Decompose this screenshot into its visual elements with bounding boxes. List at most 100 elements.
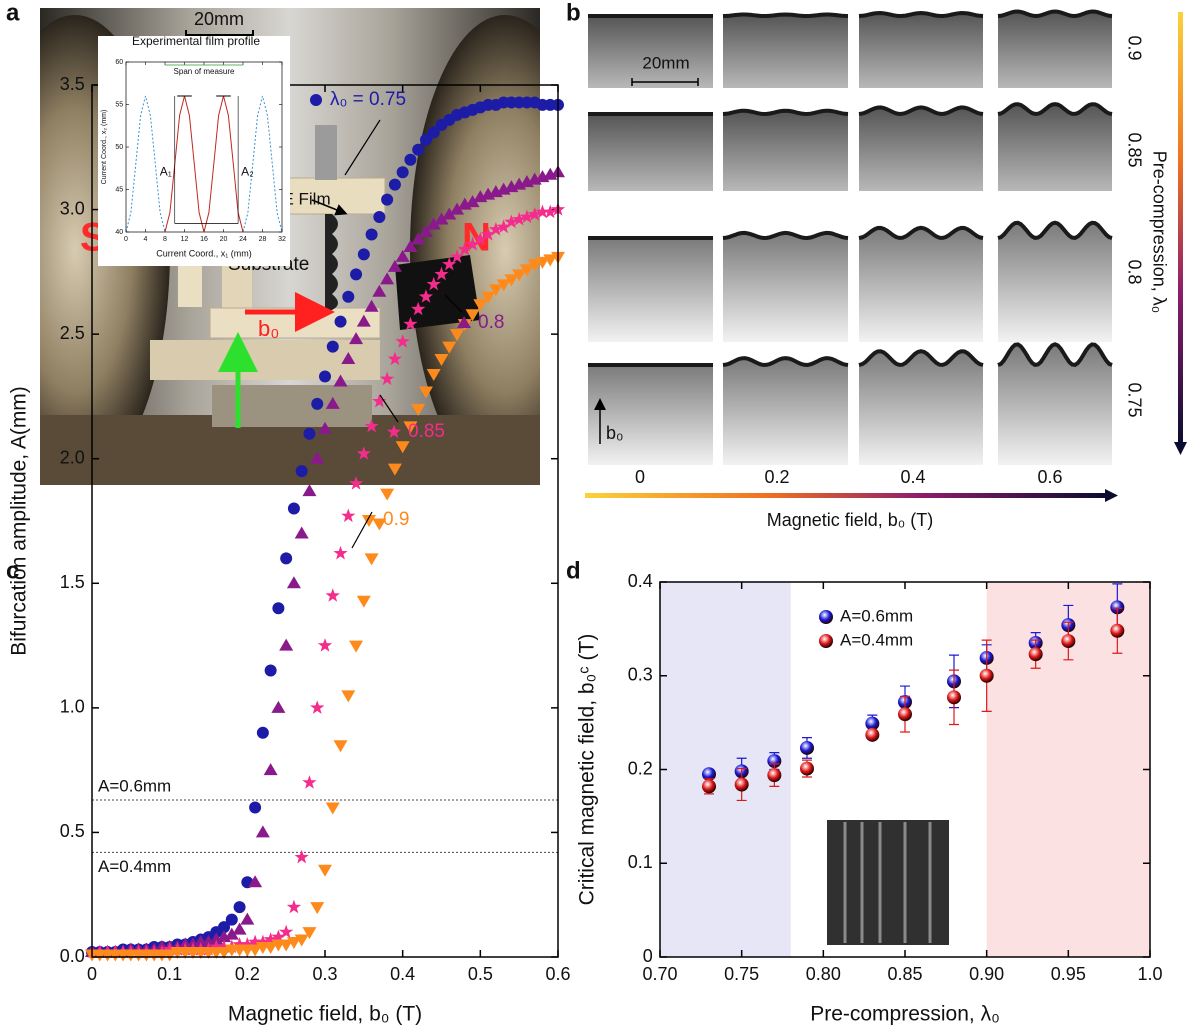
tile [859,351,983,465]
series-label: λ₀ = 0.75 [330,89,406,110]
marker [527,207,542,221]
scale-label: 20mm [194,9,244,29]
y-axis-title: Bifurcation amplitude, A(mm) [8,386,31,656]
row-label: 0.8 [1124,259,1144,284]
marker [311,397,324,410]
y-tick-label: 45 [115,186,123,193]
film-edge [858,225,984,240]
y-tick-label: 2.0 [60,447,85,467]
marker [325,588,340,602]
y-tick-label: 0.5 [60,821,85,841]
marker [302,484,317,497]
marker [317,638,333,652]
panel-label: c [6,557,19,584]
marker [543,254,558,267]
marker [162,949,177,962]
leader-line [344,119,381,176]
col-label: 0.2 [764,467,789,487]
marker [1110,600,1125,615]
mre-film [325,214,338,310]
marker [232,922,247,935]
marker [248,875,263,888]
marker [318,864,332,877]
marker [272,602,285,615]
marker [512,212,527,226]
marker [341,352,356,365]
marker [504,274,519,287]
marker [216,939,232,954]
marker [395,334,410,348]
marker [263,932,278,946]
annotation: A₂ [241,165,254,179]
fixture-base [150,340,380,380]
marker [387,259,402,272]
marker [395,249,410,262]
marker [411,232,426,245]
marker [310,94,322,106]
marker [395,441,410,454]
marker [488,284,503,297]
colorbar-arrow [1105,489,1118,502]
y-tick-label: 3.5 [60,74,85,94]
marker [217,947,232,960]
marker [341,690,356,703]
film-edge [722,356,849,368]
chart: 0.70 0.75 0.80 0.85 0.90 0.95 1.0 0 0.1 0.2 0.3 0.4… [566,557,1163,1025]
scale-bar [631,78,699,86]
film-edge [858,10,984,19]
marker [286,899,302,914]
marker [356,314,371,327]
marker [512,269,527,282]
marker [295,465,308,478]
col-label: 0.6 [1037,467,1062,487]
x-tick-label: 20 [220,236,228,243]
marker [702,779,716,794]
marker [372,284,387,297]
x-tick-label: 16 [200,236,208,243]
marker [1028,647,1043,662]
marker [356,595,371,608]
probe [395,255,480,330]
marker [465,309,480,322]
marker [279,638,294,651]
x-tick-label: 32 [278,236,286,243]
marker [286,576,301,589]
marker [457,316,471,328]
chart: 0 0.1 0.2 0.3 0.4 0.5 0.6 0.0 0.5 1.0 1.5 2.0 2.5 3.0… [6,74,571,1026]
film-edge [722,108,849,117]
tile [588,238,713,342]
photo-grid [588,9,1113,465]
marker [767,754,782,769]
marker [496,219,511,234]
tile [588,365,713,465]
series-label: 0.85 [408,421,445,442]
marker [418,224,433,237]
marker [356,446,371,460]
marker [162,942,177,956]
marker [412,143,425,156]
annotation: Span of measure [174,67,235,76]
marker [527,259,542,272]
marker [364,553,379,566]
y-tick-label: 55 [115,101,123,108]
bolt [315,125,337,180]
marker [280,552,293,565]
marker [380,371,395,386]
marker [373,211,386,224]
film-pointer [311,199,348,216]
marker [310,902,325,915]
marker [248,934,263,949]
marker [294,849,309,864]
row-label: 0.9 [1124,35,1144,60]
tile [998,104,1112,191]
tile [588,114,713,191]
marker [326,340,339,353]
x-tick-label: 0.95 [1051,964,1086,984]
marker [255,825,270,838]
marker [249,801,262,814]
marker [380,488,395,501]
tile [998,344,1112,465]
tile [723,110,848,191]
chart: 0 4 8 12 16 20 24 28 32 40 45 50 55 60 Experimental fi… [98,34,290,266]
marker [302,927,317,940]
